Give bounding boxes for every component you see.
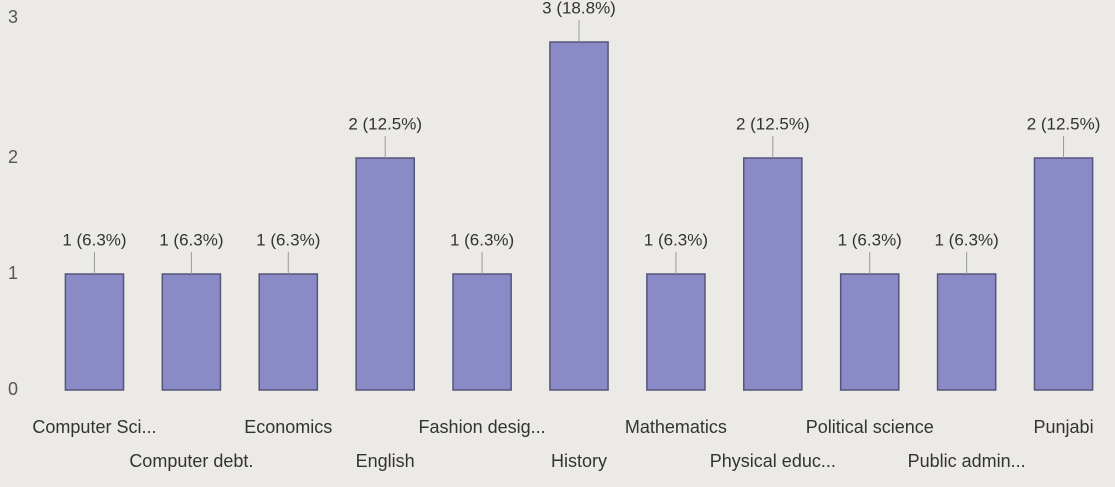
x-tick-label: Physical educ... (710, 451, 836, 471)
x-tick-label: History (551, 451, 607, 471)
value-label: 1 (6.3%) (644, 230, 708, 249)
value-label: 2 (12.5%) (736, 114, 810, 133)
x-tick-label: Computer debt. (129, 451, 253, 471)
x-tick-label: Punjabi (1034, 417, 1094, 437)
y-tick-label: 1 (8, 263, 18, 283)
y-tick-label: 2 (8, 147, 18, 167)
x-tick-label: Computer Sci... (32, 417, 156, 437)
x-tick-label: Fashion desig... (419, 417, 546, 437)
bar (64, 273, 125, 391)
bar (452, 273, 512, 391)
x-tick-label: English (356, 451, 415, 471)
value-label: 2 (12.5%) (348, 114, 422, 133)
value-label: 1 (6.3%) (62, 230, 126, 249)
value-label: 1 (6.3%) (838, 230, 902, 249)
bar (161, 273, 222, 391)
y-tick-label: 3 (8, 7, 18, 27)
bar (1033, 157, 1094, 391)
x-tick-label: Mathematics (625, 417, 727, 437)
bar (258, 273, 319, 391)
x-tick-label: Economics (244, 417, 332, 437)
bar (936, 273, 997, 391)
value-label: 1 (6.3%) (450, 230, 514, 249)
x-tick-label: Political science (806, 417, 934, 437)
x-tick-label: Public admin... (908, 451, 1026, 471)
value-label: 1 (6.3%) (935, 230, 999, 249)
bar (549, 41, 609, 391)
value-label: 2 (12.5%) (1027, 114, 1101, 133)
value-label: 1 (6.3%) (256, 230, 320, 249)
y-tick-label: 0 (8, 379, 18, 399)
value-label: 1 (6.3%) (159, 230, 223, 249)
bar (646, 273, 706, 391)
value-label: 3 (18.8%) (542, 0, 616, 17)
bar (839, 273, 900, 391)
bar (742, 157, 803, 391)
bar (355, 157, 416, 391)
